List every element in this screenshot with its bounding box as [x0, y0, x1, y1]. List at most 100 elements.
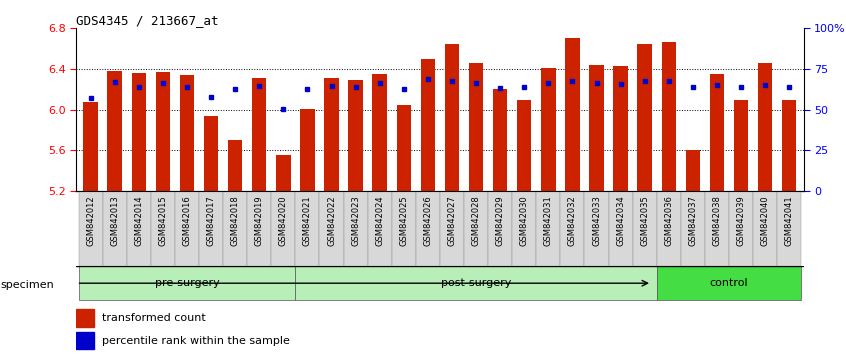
- Text: GSM842022: GSM842022: [327, 195, 336, 246]
- Bar: [662, 41, 676, 191]
- Text: GSM842018: GSM842018: [231, 195, 239, 246]
- Bar: [633, 191, 656, 266]
- Bar: [397, 105, 411, 191]
- Bar: [541, 68, 556, 191]
- Text: GSM842030: GSM842030: [519, 195, 529, 246]
- Text: GSM842027: GSM842027: [448, 195, 457, 246]
- Bar: [656, 191, 681, 266]
- Bar: [368, 191, 392, 266]
- Text: GSM842031: GSM842031: [544, 195, 552, 246]
- Text: GSM842020: GSM842020: [279, 195, 288, 246]
- Bar: [343, 191, 368, 266]
- Bar: [656, 266, 801, 300]
- Bar: [76, 332, 94, 349]
- Bar: [782, 99, 796, 191]
- Bar: [590, 65, 604, 191]
- Bar: [638, 44, 652, 191]
- Bar: [228, 140, 242, 191]
- Bar: [324, 78, 338, 191]
- Bar: [247, 191, 272, 266]
- Bar: [685, 150, 700, 191]
- Text: GSM842040: GSM842040: [761, 195, 770, 246]
- Bar: [608, 191, 633, 266]
- Bar: [512, 191, 536, 266]
- Text: GSM842035: GSM842035: [640, 195, 649, 246]
- Text: GSM842017: GSM842017: [206, 195, 216, 246]
- Bar: [493, 89, 508, 191]
- Bar: [276, 154, 290, 191]
- Text: specimen: specimen: [0, 280, 54, 290]
- Bar: [440, 191, 464, 266]
- Bar: [204, 116, 218, 191]
- Bar: [420, 59, 435, 191]
- Text: GSM842019: GSM842019: [255, 195, 264, 246]
- Bar: [107, 71, 122, 191]
- Bar: [517, 99, 531, 191]
- Text: GDS4345 / 213667_at: GDS4345 / 213667_at: [76, 14, 218, 27]
- Text: GSM842024: GSM842024: [375, 195, 384, 246]
- Bar: [416, 191, 440, 266]
- Text: GSM842034: GSM842034: [616, 195, 625, 246]
- Text: GSM842038: GSM842038: [712, 195, 722, 246]
- Text: GSM842025: GSM842025: [399, 195, 409, 246]
- Bar: [223, 191, 247, 266]
- Text: GSM842013: GSM842013: [110, 195, 119, 246]
- Text: GSM842036: GSM842036: [664, 195, 673, 246]
- Text: GSM842039: GSM842039: [737, 195, 745, 246]
- Bar: [349, 80, 363, 191]
- Text: GSM842023: GSM842023: [351, 195, 360, 246]
- Bar: [585, 191, 608, 266]
- Bar: [536, 191, 560, 266]
- Bar: [179, 75, 195, 191]
- Bar: [295, 266, 656, 300]
- Bar: [76, 309, 94, 327]
- Text: GSM842012: GSM842012: [86, 195, 95, 246]
- Text: control: control: [710, 278, 749, 288]
- Text: GSM842026: GSM842026: [423, 195, 432, 246]
- Text: GSM842041: GSM842041: [785, 195, 794, 246]
- Bar: [710, 74, 724, 191]
- Text: pre-surgery: pre-surgery: [155, 278, 219, 288]
- Bar: [79, 266, 295, 300]
- Text: post-surgery: post-surgery: [441, 278, 511, 288]
- Text: GSM842014: GSM842014: [135, 195, 143, 246]
- Bar: [753, 191, 777, 266]
- Bar: [560, 191, 585, 266]
- Text: GSM842029: GSM842029: [496, 195, 505, 246]
- Bar: [199, 191, 223, 266]
- Bar: [464, 191, 488, 266]
- Bar: [777, 191, 801, 266]
- Text: GSM842037: GSM842037: [689, 195, 697, 246]
- Text: GSM842021: GSM842021: [303, 195, 312, 246]
- Text: GSM842015: GSM842015: [158, 195, 168, 246]
- Bar: [295, 191, 320, 266]
- Bar: [392, 191, 416, 266]
- Bar: [729, 191, 753, 266]
- Bar: [102, 191, 127, 266]
- Bar: [758, 63, 772, 191]
- Bar: [84, 102, 98, 191]
- Bar: [175, 191, 199, 266]
- Bar: [79, 191, 102, 266]
- Text: percentile rank within the sample: percentile rank within the sample: [102, 336, 289, 346]
- Bar: [320, 191, 343, 266]
- Bar: [469, 63, 483, 191]
- Bar: [252, 78, 266, 191]
- Text: GSM842032: GSM842032: [568, 195, 577, 246]
- Bar: [445, 44, 459, 191]
- Bar: [300, 109, 315, 191]
- Bar: [705, 191, 729, 266]
- Text: GSM842016: GSM842016: [183, 195, 191, 246]
- Text: transformed count: transformed count: [102, 313, 206, 323]
- Bar: [131, 73, 146, 191]
- Text: GSM842033: GSM842033: [592, 195, 601, 246]
- Bar: [272, 191, 295, 266]
- Bar: [565, 39, 580, 191]
- Bar: [156, 72, 170, 191]
- Bar: [733, 99, 749, 191]
- Bar: [488, 191, 512, 266]
- Bar: [127, 191, 151, 266]
- Bar: [151, 191, 175, 266]
- Bar: [613, 66, 628, 191]
- Bar: [681, 191, 705, 266]
